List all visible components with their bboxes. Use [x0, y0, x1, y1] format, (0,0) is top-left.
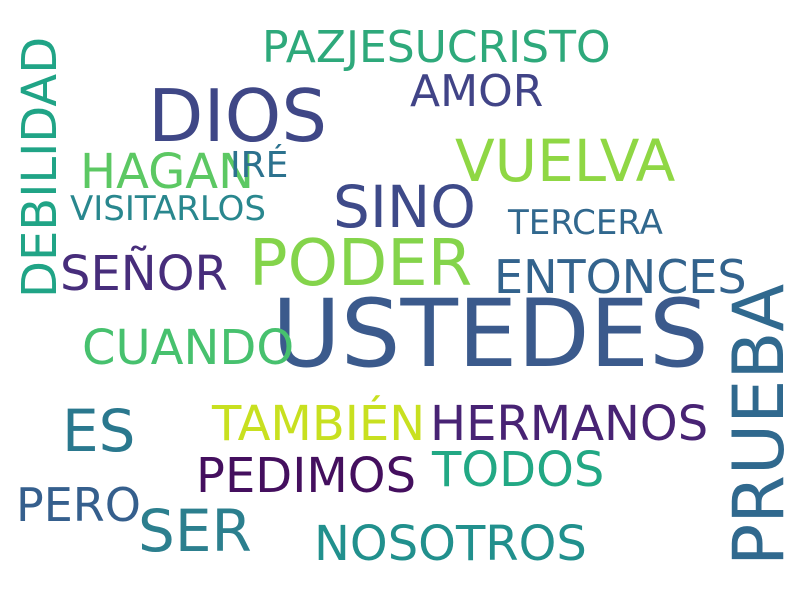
- word-cuando: CUANDO: [82, 320, 295, 376]
- word-sino: SINO: [333, 173, 476, 241]
- word-senor: SEÑOR: [60, 246, 228, 302]
- word-tambien: TAMBIÉN: [212, 396, 426, 452]
- word-vuelva: VUELVA: [455, 127, 676, 195]
- word-ire: IRÉ: [230, 145, 289, 186]
- word-pero: PERO: [16, 478, 141, 532]
- word-debilidad: DEBILIDAD: [12, 36, 68, 298]
- word-ser: SER: [138, 497, 252, 565]
- word-visitarlos: VISITARLOS: [70, 189, 266, 229]
- word-tercera: TERCERA: [508, 203, 663, 243]
- word-todos: TODOS: [432, 442, 605, 498]
- word-es: ES: [62, 397, 136, 465]
- word-ustedes: USTEDES: [272, 280, 709, 389]
- word-pedimos: PEDIMOS: [196, 448, 417, 504]
- word-hagan: HAGAN: [80, 144, 255, 200]
- word-pazjesucristo: PAZJESUCRISTO: [262, 22, 611, 73]
- word-dios: DIOS: [148, 74, 328, 158]
- word-nosotros: NOSOTROS: [314, 516, 587, 572]
- word-prueba: PRUEBA: [718, 283, 800, 566]
- word-entonces: ENTONCES: [494, 250, 747, 304]
- word-amor: AMOR: [410, 66, 544, 117]
- word-poder: PODER: [249, 227, 473, 301]
- word-hermanos: HERMANOS: [430, 396, 709, 452]
